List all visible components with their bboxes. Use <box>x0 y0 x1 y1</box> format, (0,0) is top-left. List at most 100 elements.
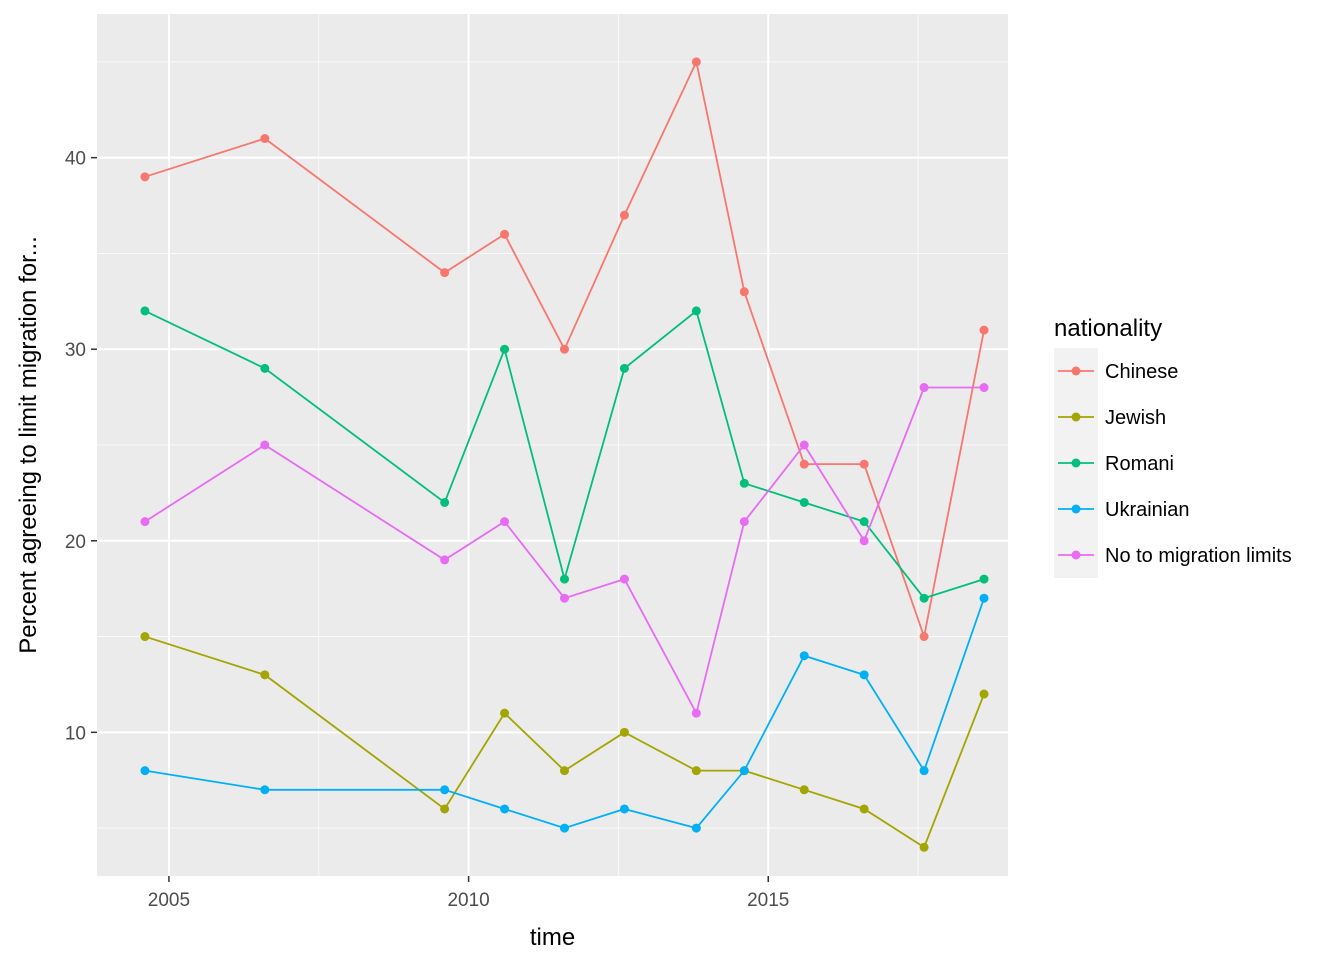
legend-label: Jewish <box>1105 407 1166 429</box>
legend-item-no-to-migration-limits: No to migration limits <box>1054 532 1292 578</box>
data-point-ukrainian <box>619 804 629 814</box>
data-point-jewish <box>691 766 701 776</box>
series-layer <box>140 57 989 852</box>
data-point-jewish <box>440 804 450 814</box>
data-point-ukrainian <box>691 823 701 833</box>
x-tick-label: 2015 <box>747 890 789 911</box>
data-point-ukrainian <box>500 804 510 814</box>
data-point-chinese <box>739 287 749 297</box>
data-point-no-to-migration-limits <box>799 440 809 450</box>
data-point-no-to-migration-limits <box>919 383 929 393</box>
legend-label: No to migration limits <box>1105 545 1292 567</box>
data-point-ukrainian <box>859 670 869 680</box>
series-line-ukrainian <box>144 597 985 830</box>
data-point-jewish <box>859 804 869 814</box>
data-point-romani <box>559 574 569 584</box>
data-point-romani <box>500 344 510 354</box>
x-axis-title: time <box>530 924 575 951</box>
y-axis: 10 20 30 40 <box>65 149 97 744</box>
data-point-jewish <box>500 708 510 718</box>
data-point-ukrainian <box>260 785 270 795</box>
data-point-romani <box>440 497 450 507</box>
data-point-chinese <box>979 325 989 335</box>
legend-item-romani: Romani <box>1054 440 1174 486</box>
data-point-chinese <box>260 134 270 144</box>
data-point-jewish <box>559 766 569 776</box>
data-point-romani <box>260 363 270 373</box>
legend-key-point <box>1071 504 1081 514</box>
data-point-no-to-migration-limits <box>979 383 989 393</box>
series-romani <box>140 306 989 603</box>
y-tick-label: 10 <box>65 723 86 744</box>
series-no-to-migration-limits <box>140 383 989 718</box>
legend-item-jewish: Jewish <box>1054 394 1166 440</box>
data-point-chinese <box>500 229 510 239</box>
data-point-romani <box>979 574 989 584</box>
series-line-chinese <box>144 59 985 641</box>
data-point-romani <box>919 593 929 603</box>
data-point-chinese <box>440 268 450 278</box>
data-point-romani <box>859 517 869 527</box>
y-tick-label: 20 <box>65 532 86 553</box>
data-point-ukrainian <box>559 823 569 833</box>
data-point-ukrainian <box>919 766 929 776</box>
x-tick-label: 2010 <box>447 890 489 911</box>
data-point-romani <box>691 306 701 316</box>
data-point-jewish <box>919 842 929 852</box>
data-point-ukrainian <box>739 766 749 776</box>
series-line-no-to-migration-limits <box>144 386 985 716</box>
series-chinese <box>140 57 989 642</box>
legend-key-point <box>1071 366 1081 376</box>
legend-key-point <box>1071 458 1081 468</box>
data-point-no-to-migration-limits <box>619 574 629 584</box>
legend-title: nationality <box>1054 315 1162 342</box>
data-point-chinese <box>859 459 869 469</box>
data-point-no-to-migration-limits <box>440 555 450 565</box>
data-point-jewish <box>140 632 150 642</box>
data-point-ukrainian <box>799 651 809 661</box>
data-point-no-to-migration-limits <box>739 517 749 527</box>
series-line-romani <box>144 309 985 600</box>
legend-key-point <box>1071 550 1081 560</box>
legend: nationality Chinese Jewish Romani Ukrainian… <box>1054 315 1292 578</box>
data-point-jewish <box>979 689 989 699</box>
y-tick-label: 40 <box>65 149 86 170</box>
data-point-no-to-migration-limits <box>140 517 150 527</box>
data-point-jewish <box>799 785 809 795</box>
data-point-ukrainian <box>440 785 450 795</box>
data-point-chinese <box>799 459 809 469</box>
data-point-ukrainian <box>979 593 989 603</box>
data-point-no-to-migration-limits <box>500 517 510 527</box>
series-line-jewish <box>144 635 985 849</box>
data-point-no-to-migration-limits <box>559 593 569 603</box>
legend-key-point <box>1071 412 1081 422</box>
data-point-chinese <box>619 210 629 220</box>
data-point-jewish <box>260 670 270 680</box>
series-ukrainian <box>140 593 989 833</box>
data-point-no-to-migration-limits <box>859 536 869 546</box>
data-point-ukrainian <box>140 766 150 776</box>
data-point-chinese <box>919 632 929 642</box>
data-point-chinese <box>140 172 150 182</box>
legend-label: Romani <box>1105 453 1174 475</box>
data-point-romani <box>619 363 629 373</box>
y-axis-title: Percent agreeing to limit migration for.… <box>15 236 42 654</box>
data-point-romani <box>739 478 749 488</box>
data-point-jewish <box>619 727 629 737</box>
legend-item-ukrainian: Ukrainian <box>1054 486 1189 532</box>
data-point-chinese <box>559 344 569 354</box>
major-gridlines <box>97 14 1008 876</box>
x-axis: 2005 2010 2015 <box>148 876 789 911</box>
data-point-no-to-migration-limits <box>691 708 701 718</box>
data-point-romani <box>799 497 809 507</box>
legend-label: Chinese <box>1105 361 1178 383</box>
data-point-no-to-migration-limits <box>260 440 270 450</box>
series-jewish <box>140 632 989 852</box>
data-point-romani <box>140 306 150 316</box>
y-tick-label: 30 <box>65 340 86 361</box>
legend-item-chinese: Chinese <box>1054 348 1178 394</box>
legend-label: Ukrainian <box>1105 499 1189 521</box>
legend-items: Chinese Jewish Romani Ukrainian No to migrat… <box>1054 348 1292 578</box>
x-tick-label: 2005 <box>148 890 190 911</box>
